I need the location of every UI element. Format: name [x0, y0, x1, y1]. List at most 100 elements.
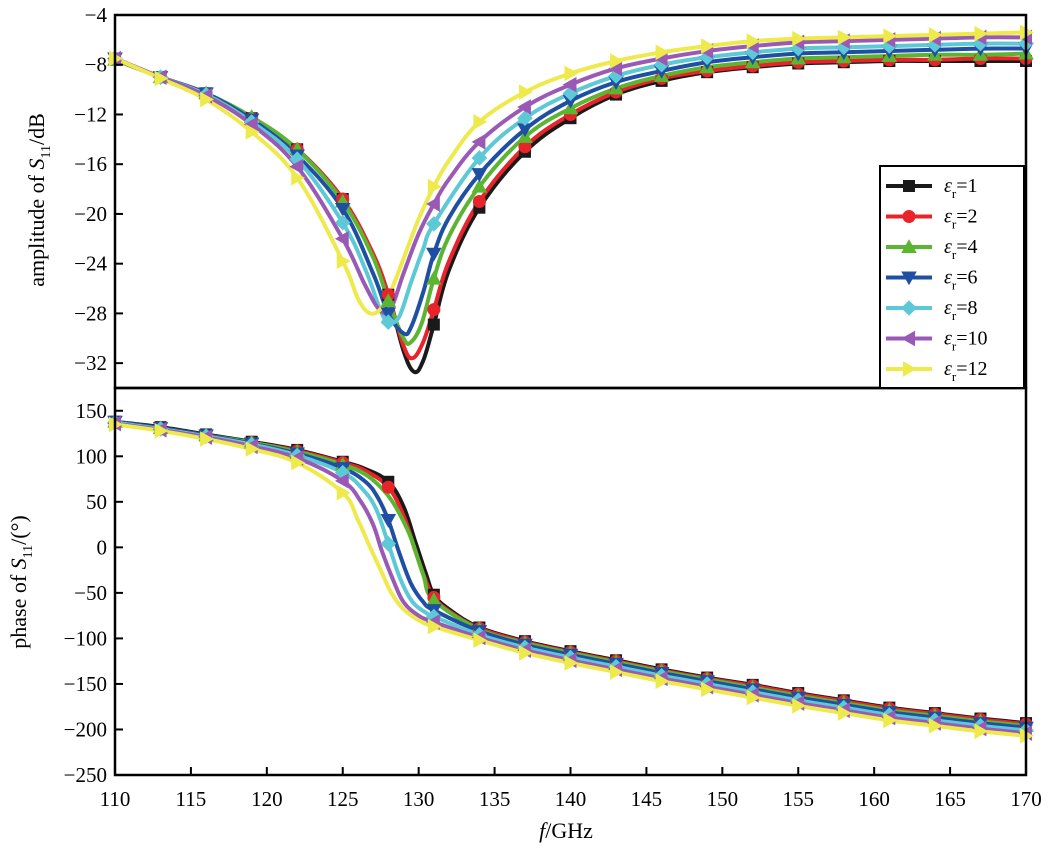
top-data-point: [427, 303, 441, 317]
x-axis-title-suffix: /GHz: [545, 818, 593, 843]
bottom-data-point: [974, 723, 989, 740]
top-y-axis-title-sub: 11: [39, 145, 54, 158]
top-data-point: [517, 99, 531, 115]
bottom-data-point: [291, 454, 305, 471]
legend-item: εr=12: [886, 358, 988, 384]
bottom-y-tick-label: −250: [64, 763, 107, 787]
legend-swatch-marker: [903, 180, 915, 192]
top-data-point: [562, 85, 579, 102]
top-data-point: [154, 70, 169, 87]
top-data-point: [790, 40, 807, 57]
bottom-data-point: [245, 441, 260, 457]
x-tick-label: 145: [631, 787, 663, 811]
bottom-data-point: [336, 484, 351, 501]
bottom-series-line-0: [115, 419, 1026, 726]
bottom-data-point: [154, 422, 169, 439]
legend-swatch-marker: [901, 330, 915, 347]
top-y-tick-label: −32: [74, 351, 107, 375]
top-y-tick-label: −4: [85, 3, 108, 27]
top-data-point: [974, 25, 989, 42]
legend-item: εr=10: [886, 328, 988, 354]
top-data-point: [334, 214, 351, 231]
legend-label-value: =6: [956, 267, 977, 289]
top-data-point: [289, 151, 305, 168]
x-axis-title-symbol: f: [539, 818, 548, 843]
bottom-series-group: [115, 419, 1026, 738]
legend-label-symbol: ε: [944, 236, 952, 258]
bottom-y-tick-label: −50: [74, 581, 107, 605]
legend-label: εr=1: [944, 175, 978, 201]
top-data-point: [291, 170, 305, 186]
top-data-point: [837, 29, 852, 46]
legend-label: εr=2: [944, 206, 978, 232]
bottom-data-point: [381, 480, 395, 494]
top-data-point: [562, 94, 579, 109]
bottom-data-point: [564, 655, 579, 671]
legend-label-symbol: ε: [944, 328, 952, 350]
top-data-point: [564, 65, 579, 82]
bottom-data-point: [701, 681, 715, 698]
top-data-point: [289, 158, 304, 175]
top-data-point: [608, 60, 623, 77]
top-data-point: [655, 44, 670, 61]
x-tick-label: 125: [327, 787, 359, 811]
bottom-data-point: [837, 705, 852, 721]
top-data-point: [746, 33, 761, 49]
bottom-data-point: [792, 697, 807, 714]
bottom-data-point: [334, 473, 349, 489]
top-data-point: [334, 231, 349, 247]
top-data-point: [518, 84, 533, 100]
top-y-axis-title-prefix: amplitude of: [24, 169, 49, 286]
bottom-y-tick-label: 100: [76, 444, 108, 468]
legend-label-sub: r: [952, 186, 957, 201]
top-data-point: [517, 110, 533, 126]
bottom-y-axis-title-suffix: /(°): [6, 515, 31, 545]
bottom-y-tick-label: −150: [64, 672, 107, 696]
top-y-tick-label: −20: [74, 202, 107, 226]
bottom-y-axis-title-prefix: phase of: [6, 569, 31, 648]
legend-label: εr=12: [944, 358, 988, 384]
legend-label-sub: r: [952, 308, 957, 323]
top-y-axis-title-suffix: /dB: [24, 113, 49, 145]
legend-label-sub: r: [952, 217, 957, 232]
amplitude-panel: −32 −28 −24 −20 −16 −12 −8 −4: [74, 3, 1034, 390]
top-data-point: [426, 270, 442, 285]
legend-swatch-marker: [902, 210, 916, 223]
legend-swatch-marker: [903, 361, 917, 377]
legend-label-symbol: ε: [944, 175, 952, 197]
top-data-point: [883, 28, 898, 44]
legend-label-symbol: ε: [944, 358, 952, 380]
x-tick-label: 140: [555, 787, 587, 811]
bottom-series-line-3: [115, 419, 1026, 730]
top-series-line-3: [115, 46, 1026, 337]
legend-item: εr=2: [886, 206, 978, 232]
legend-label-sub: r: [952, 278, 957, 293]
x-axis-title: f/GHz: [539, 818, 593, 843]
legend-label-value: =10: [956, 328, 987, 350]
top-data-point: [426, 216, 442, 232]
x-tick-label: 165: [934, 787, 966, 811]
bottom-series-line-6: [115, 422, 1026, 738]
bottom-series-line-1: [115, 420, 1026, 727]
bottom-data-point: [610, 664, 624, 680]
top-y-tick-label: −16: [74, 152, 107, 176]
top-data-point: [334, 202, 351, 217]
top-data-point: [471, 178, 488, 193]
top-y-tick-label: −24: [74, 252, 107, 276]
bottom-series-line-4: [115, 420, 1026, 733]
x-tick-label: 115: [176, 787, 207, 811]
x-tick-label: 120: [251, 787, 283, 811]
bottom-y-axis-title-sub: 11: [21, 545, 36, 558]
legend-item: εr=8: [886, 297, 978, 323]
bottom-data-point: [746, 689, 761, 706]
legend-label-value: =4: [956, 236, 977, 258]
bottom-y-tick-label: 0: [97, 535, 108, 559]
bottom-data-point: [883, 712, 898, 729]
legend-item: εr=4: [886, 236, 978, 262]
bottom-series-line-2: [115, 419, 1026, 728]
top-data-point: [380, 293, 397, 307]
bottom-data-point: [518, 645, 533, 661]
